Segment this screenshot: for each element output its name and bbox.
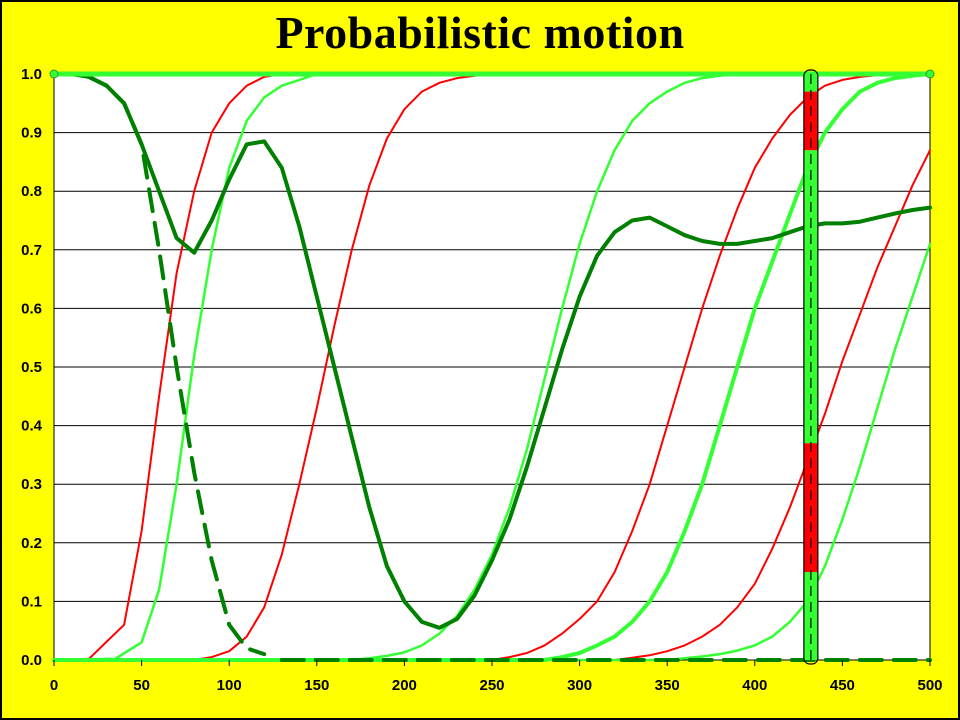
marker-segment xyxy=(803,572,818,660)
y-tick-label: 0.3 xyxy=(21,476,42,493)
series-line-5 xyxy=(52,72,932,662)
x-tick-label: 400 xyxy=(742,677,767,694)
marker-outline xyxy=(803,69,819,665)
x-tick-label: 250 xyxy=(479,677,504,694)
series-line-0 xyxy=(53,73,931,661)
axes: 0.0 0.1 0.2 0.3 0.4 0.5 0.6 0.7 0.8 0.9 1.0 0 50 100 1… xyxy=(21,66,942,694)
series-line-8 xyxy=(52,72,932,630)
chart-title: Probabilistic motion xyxy=(275,7,685,58)
y-tick-label: 0.9 xyxy=(21,125,42,142)
x-tick-label: 100 xyxy=(217,677,242,694)
series-line-2 xyxy=(53,73,931,661)
series-line-4 xyxy=(53,73,931,661)
y-tick-label: 0.8 xyxy=(21,183,42,200)
y-tick-label: 0.1 xyxy=(21,593,42,610)
y-tick-label: 0.5 xyxy=(21,359,42,376)
x-tick-label: 500 xyxy=(917,677,942,694)
series-group xyxy=(49,69,935,662)
series-line-7 xyxy=(52,242,932,662)
series-line-3 xyxy=(52,72,932,662)
y-tick-label: 0.4 xyxy=(21,418,43,435)
x-tick-label: 50 xyxy=(133,677,150,694)
series-line-6 xyxy=(53,149,931,661)
series-line-9 xyxy=(52,72,267,657)
y-tick-label: 1.0 xyxy=(21,66,42,83)
y-tick-label: 0.2 xyxy=(21,535,42,552)
x-tick-label: 350 xyxy=(655,677,680,694)
x-tick-label: 450 xyxy=(830,677,855,694)
x-tick-label: 150 xyxy=(304,677,329,694)
marker-segment xyxy=(803,150,818,444)
y-tick-label: 0.0 xyxy=(21,652,42,669)
top-line-endpoint xyxy=(925,69,935,79)
x-tick-label: 200 xyxy=(392,677,417,694)
x-tick-label: 0 xyxy=(50,677,58,694)
y-tick-label: 0.6 xyxy=(21,300,42,317)
x-tick-label: 300 xyxy=(567,677,592,694)
marker-segment xyxy=(803,91,818,151)
series-line-1 xyxy=(52,72,932,662)
marker-bar xyxy=(803,69,819,665)
top-line-endpoint xyxy=(49,69,59,79)
y-tick-label: 0.7 xyxy=(21,242,42,259)
